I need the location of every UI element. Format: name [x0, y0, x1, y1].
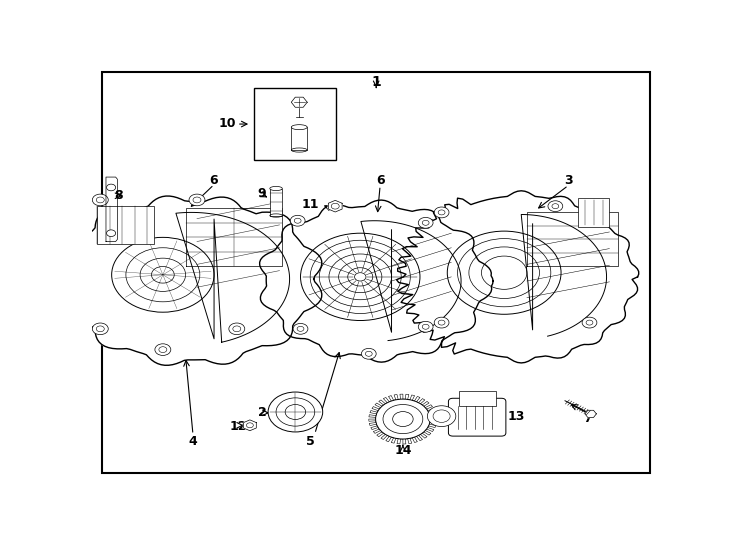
Circle shape — [293, 323, 308, 334]
Circle shape — [418, 321, 433, 332]
Text: 14: 14 — [394, 444, 412, 457]
Polygon shape — [58, 196, 321, 365]
Circle shape — [106, 184, 116, 191]
Text: 10: 10 — [219, 117, 236, 130]
Text: 3: 3 — [564, 174, 573, 187]
Text: 6: 6 — [376, 174, 385, 187]
Text: 12: 12 — [229, 420, 247, 433]
Text: 4: 4 — [189, 435, 197, 448]
Polygon shape — [244, 420, 256, 431]
Circle shape — [427, 406, 456, 427]
Text: 7: 7 — [584, 411, 592, 425]
Circle shape — [361, 348, 376, 359]
Polygon shape — [176, 212, 290, 342]
Bar — [98, 206, 154, 244]
Bar — [254, 87, 336, 160]
Circle shape — [285, 404, 305, 420]
Circle shape — [92, 194, 108, 206]
Polygon shape — [521, 214, 606, 336]
Circle shape — [106, 230, 116, 237]
Bar — [291, 127, 308, 150]
Polygon shape — [106, 177, 117, 241]
Circle shape — [435, 317, 449, 328]
Polygon shape — [585, 410, 596, 417]
Circle shape — [290, 215, 305, 226]
Ellipse shape — [291, 125, 308, 130]
Circle shape — [189, 194, 205, 206]
Circle shape — [548, 201, 563, 212]
Text: 6: 6 — [210, 174, 219, 187]
Circle shape — [418, 218, 433, 228]
Circle shape — [276, 398, 315, 426]
Circle shape — [582, 317, 597, 328]
Circle shape — [92, 323, 108, 335]
Text: 13: 13 — [508, 410, 526, 423]
Text: 5: 5 — [306, 435, 315, 448]
Polygon shape — [260, 200, 493, 362]
Polygon shape — [291, 97, 308, 107]
Text: 2: 2 — [258, 406, 266, 420]
Circle shape — [435, 207, 449, 218]
Text: 1: 1 — [371, 75, 381, 89]
Polygon shape — [328, 200, 342, 212]
Circle shape — [376, 399, 430, 439]
Circle shape — [268, 392, 323, 432]
Bar — [459, 391, 495, 406]
Text: 8: 8 — [115, 190, 123, 202]
Polygon shape — [361, 221, 461, 341]
Text: 9: 9 — [257, 187, 266, 200]
Bar — [270, 188, 283, 215]
Circle shape — [155, 344, 171, 355]
Circle shape — [229, 323, 244, 335]
Text: 11: 11 — [302, 198, 319, 211]
Ellipse shape — [270, 186, 283, 191]
Bar — [578, 198, 609, 227]
Polygon shape — [396, 191, 639, 363]
FancyBboxPatch shape — [448, 399, 506, 436]
